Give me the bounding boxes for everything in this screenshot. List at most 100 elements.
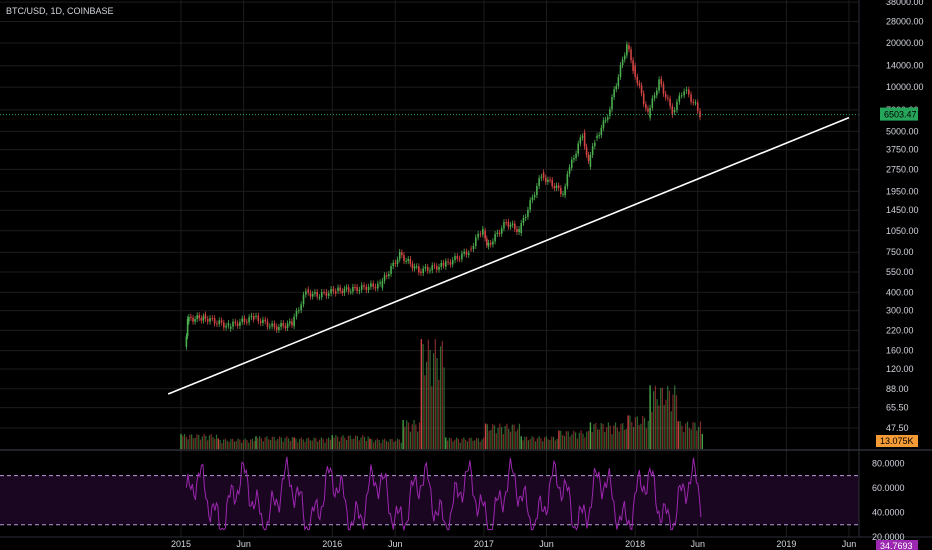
price-series [0,41,859,350]
volume-bar [180,433,182,449]
volume-bar [589,422,592,449]
price-candle [271,323,273,327]
volume-bar [439,346,442,449]
volume-bar [623,429,626,449]
volume-bar [378,439,380,449]
price-candle [273,323,276,328]
volume-bar [658,405,660,449]
price-candle [573,158,575,160]
price-candle [234,321,237,324]
volume-bar [602,423,604,449]
volume-bar [459,442,461,449]
volume-bar [226,440,228,449]
volume-bar [199,439,202,449]
volume-bar [620,423,622,449]
price-candle [385,275,388,277]
volume-bar [221,442,223,449]
volume-bar [642,415,644,449]
volume-bar [560,430,562,449]
price-candle [349,291,352,293]
price-candle [401,252,403,256]
volume-bar [591,432,593,449]
price-candle [533,195,536,198]
price-candle [680,95,683,97]
trendline-group[interactable] [167,116,850,395]
volume-bar [461,438,463,449]
price-candle [602,120,605,128]
volume-bar [448,437,451,449]
price-tick-label: 28000.00 [886,17,924,27]
volume-bar [417,431,419,449]
price-candle [248,317,250,323]
volume-bar [645,428,648,449]
volume-bar [492,423,494,449]
volume-bar [649,385,651,449]
volume-bar [242,440,245,449]
volume-bar [524,436,526,449]
volume-bar [191,434,193,449]
price-candle [246,321,248,323]
price-candle [257,315,260,322]
volume-bar [470,437,472,449]
price-candle [343,288,346,294]
price-axis[interactable]: 38000.00 28000.00 20000.00 14000.00 10000.00… [886,0,924,433]
volume-bar [554,440,556,449]
price-candle [216,323,218,325]
volume-bar [382,439,384,449]
price-candle [381,280,384,288]
price-candle [581,136,584,138]
volume-bar [518,423,521,449]
price-candle [192,317,194,322]
price-candle [198,315,201,319]
volume-bar [677,421,679,449]
price-candle [367,286,370,291]
volume-bar [569,436,571,449]
volume-bar [400,442,402,449]
volume-bar [587,430,590,449]
volume-bar [420,339,423,449]
price-candle [196,315,198,320]
volume-bar [584,437,586,449]
volume-bar [232,438,234,449]
volume-bar [616,427,618,449]
price-candle [334,291,337,294]
price-candle [518,229,520,233]
volume-bar [638,424,640,449]
price-tick-label: 750.00 [886,247,914,257]
price-candle [482,229,484,235]
time-tick-label: 2016 [322,539,342,549]
volume-bar [291,437,293,449]
volume-bar [288,438,290,449]
volume-bar [411,424,413,449]
price-candle [600,127,603,136]
price-candle [241,318,244,322]
price-candle [449,262,452,265]
rsi-axis[interactable]: 80.0000 60.0000 40.0000 20.0000 [872,458,905,542]
volume-bar [690,429,692,449]
price-candle [316,292,318,297]
price-candle [598,135,600,137]
price-candle [560,187,562,194]
price-candle [291,321,293,326]
price-candle [617,77,620,87]
volume-bar [347,435,350,449]
volume-bar [432,353,435,449]
price-candle [516,228,518,233]
last-rsi-badge: 34.7693 [876,540,918,550]
time-tick-label: Jun [236,539,251,549]
price-candle [211,318,214,320]
volume-bar [187,439,189,449]
volume-bar [660,387,662,449]
time-axis[interactable]: 2015 Jun 2016 Jun 2017 Jun 2018 Jun 2019 Jun [171,539,856,549]
volume-bar [317,441,319,449]
price-candle [255,315,257,317]
volume-bar [326,438,328,449]
price-candle [690,94,692,102]
price-candle [444,261,447,267]
volume-bar [264,437,266,449]
price-candle [489,242,492,245]
volume-bar [699,421,702,449]
price-candle [536,186,538,196]
volume-bar [540,438,542,449]
